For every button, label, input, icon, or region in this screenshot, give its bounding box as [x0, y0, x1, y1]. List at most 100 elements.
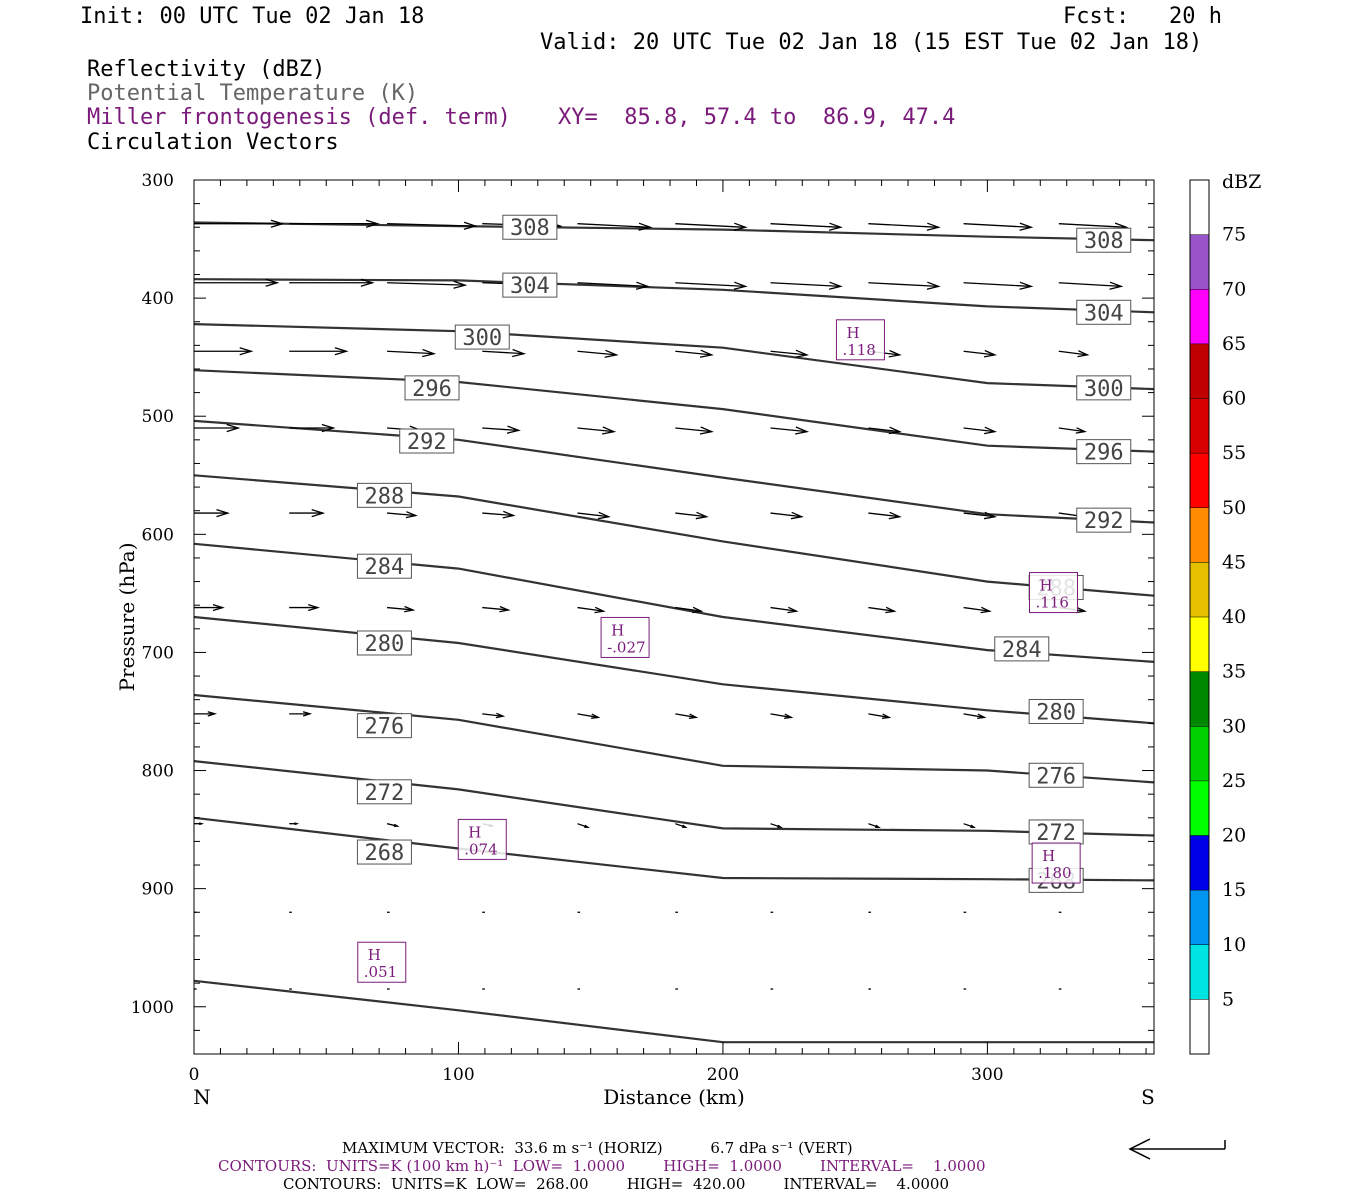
colorbar-segment: [1190, 398, 1209, 454]
vector-shaft: [577, 427, 614, 433]
footer-contours-theta: CONTOURS: UNITS=K LOW= 268.00 HIGH= 420.…: [283, 1175, 949, 1193]
contour-label-box: [356, 553, 412, 579]
contour-label-box: [502, 214, 558, 240]
cross-section-coords: XY= 85.8, 57.4 to 86.9, 47.4: [558, 105, 956, 130]
contour-label-box: [1028, 762, 1084, 788]
axis-labels: 300 400 500 600 700 800 900 1000 0 100 200 300 N S Dis…: [115, 171, 1155, 1109]
contour-label-272: 272: [1036, 821, 1076, 846]
colorbar-segment: [1190, 289, 1209, 344]
contour-label-296: 296: [412, 377, 452, 402]
vector-head: [584, 824, 590, 829]
vector-head: [787, 606, 799, 614]
contour-label-box: [356, 839, 412, 865]
contour-label-308: 308: [510, 216, 550, 241]
footer-max-vector: MAXIMUM VECTOR: 33.6 m s⁻¹ (HORIZ) 6.7 d…: [342, 1139, 853, 1157]
x-tick-label: 200: [707, 1065, 739, 1085]
high-marker-letter: H: [611, 621, 624, 639]
y-tick-label: 400: [142, 289, 174, 309]
vector-shaft: [770, 427, 807, 433]
vector-shaft: [482, 512, 514, 517]
theta-contour-268: [194, 816, 1154, 882]
theta-contours: [194, 221, 1154, 1044]
contour-label-box: [404, 375, 460, 401]
colorbar-label: 10: [1222, 934, 1246, 956]
vector-head: [784, 713, 794, 720]
colorbar-label: 75: [1222, 224, 1246, 246]
y-tick-label: 1000: [131, 998, 174, 1018]
vector-head: [885, 606, 897, 614]
vector-shaft: [675, 350, 712, 356]
high-marker-value: .051: [364, 963, 397, 981]
high-marker-letter: H: [1040, 577, 1053, 595]
vector-head: [604, 349, 619, 358]
theta-contour-280: [194, 615, 1154, 725]
vector-head: [682, 824, 688, 829]
high-marker-value: -.027: [607, 638, 645, 656]
vector-head: [828, 281, 843, 290]
vector-head: [265, 278, 280, 287]
colorbar-segment: [1190, 890, 1209, 945]
vector-head: [512, 348, 527, 358]
vector-head: [888, 511, 902, 520]
vector-shaft: [963, 223, 1032, 228]
contour-label-280: 280: [1036, 700, 1076, 725]
high-marker-box: [1029, 572, 1079, 614]
theta-contour-296: [194, 369, 1154, 453]
contour-label-box: [454, 324, 510, 350]
vector-shaft: [482, 713, 504, 717]
colorbar-label: 45: [1222, 551, 1246, 573]
colorbar-segment: [1190, 234, 1209, 290]
vector-shaft: [963, 713, 985, 719]
contour-label-276: 276: [1036, 764, 1076, 789]
high-marker-box: [1031, 842, 1081, 884]
vector-shaft: [387, 512, 416, 517]
colorbar-label: 30: [1222, 715, 1246, 737]
contour-label-272: 272: [365, 781, 405, 806]
vector-shaft: [868, 512, 900, 518]
colorbar-segment: [1190, 507, 1209, 563]
vector-head: [699, 426, 714, 435]
vector-shaft: [387, 282, 466, 286]
colorbar-segment: [1190, 999, 1209, 1054]
vector-shaft: [577, 282, 648, 288]
contour-label-300: 300: [1084, 377, 1124, 402]
colorbar-label: 55: [1222, 442, 1246, 464]
contour-label-box: [502, 272, 558, 298]
contour-label-box: [1028, 698, 1084, 724]
x-tick-label: 100: [442, 1065, 474, 1085]
contour-label-box: [399, 428, 455, 454]
vector-head: [207, 711, 218, 717]
high-marker-box: [357, 941, 407, 983]
vector-head: [463, 221, 478, 230]
contour-label-box: [356, 630, 412, 656]
vector-shaft: [1058, 282, 1122, 288]
vector-shaft: [675, 512, 707, 518]
vector-head: [591, 713, 601, 720]
contour-label-284: 284: [365, 555, 405, 580]
vector-head: [199, 822, 205, 826]
vector-shaft: [577, 512, 609, 518]
vector-shaft: [868, 282, 939, 288]
theta-contour-276: [194, 693, 1154, 784]
vector-head: [888, 426, 902, 435]
high-marker-letter: H: [1042, 847, 1055, 865]
vector-head: [302, 711, 313, 717]
vector-head: [983, 426, 997, 435]
vector-head: [1075, 606, 1087, 614]
vector-head: [502, 510, 516, 519]
vector-shaft: [770, 282, 841, 288]
colorbar-segment: [1190, 562, 1209, 617]
vector-shaft: [963, 282, 1032, 288]
vector-head: [1019, 281, 1034, 290]
valid-time: Valid: 20 UTC Tue 02 Jan 18 (15 EST Tue …: [540, 30, 1203, 55]
vector-shaft: [675, 427, 712, 433]
vector-head: [365, 219, 380, 228]
x-axis-title: Distance (km): [603, 1085, 745, 1109]
vector-head: [692, 606, 704, 614]
vector-head: [795, 349, 810, 358]
high-marker-box: [835, 319, 885, 361]
colorbar-segment: [1190, 343, 1209, 399]
vector-head: [404, 605, 416, 613]
contour-label-box: [356, 779, 412, 805]
